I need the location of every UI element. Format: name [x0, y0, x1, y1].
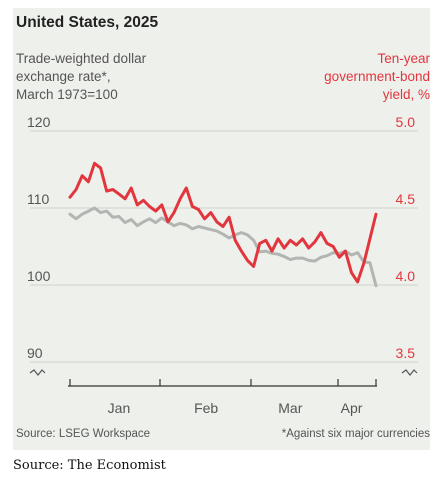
source-note: Source: LSEG Workspace [16, 428, 151, 440]
series-lines [68, 161, 378, 288]
x-tick-label: Apr [341, 400, 363, 416]
axis-break-left [29, 369, 46, 376]
y-tick-labels: 90 3.5 100 4.0 110 4.5 120 5.0 [27, 114, 415, 361]
right-tick-label: 4.0 [396, 268, 416, 284]
gridlines [30, 130, 418, 363]
series-line-dollar [68, 206, 378, 288]
left-axis-label: Trade-weighted dollar exchange rate*, Ma… [16, 51, 147, 102]
x-axis: Jan Feb Mar Apr [68, 379, 377, 416]
chart-panel [13, 8, 430, 450]
credit-line: Source: The Economist [13, 458, 166, 473]
axis-break-marks [29, 369, 418, 376]
axis-break-right [401, 369, 418, 376]
x-tick-label: Jan [108, 400, 131, 416]
series-line-yield [68, 161, 378, 284]
chart-title: United States, 2025 [16, 14, 159, 31]
right-tick-label: 4.5 [396, 191, 416, 207]
left-tick-label: 120 [27, 114, 51, 130]
left-tick-label: 90 [27, 345, 43, 361]
left-tick-label: 110 [27, 191, 50, 207]
left-tick-label: 100 [27, 268, 51, 284]
x-tick-label: Feb [194, 400, 218, 416]
right-axis-label: Ten-year government-bond yield, % [324, 51, 430, 102]
right-tick-label: 5.0 [396, 114, 416, 130]
right-tick-label: 3.5 [396, 345, 416, 361]
footnote: *Against six major currencies [281, 428, 430, 440]
x-tick-label: Mar [278, 400, 302, 416]
